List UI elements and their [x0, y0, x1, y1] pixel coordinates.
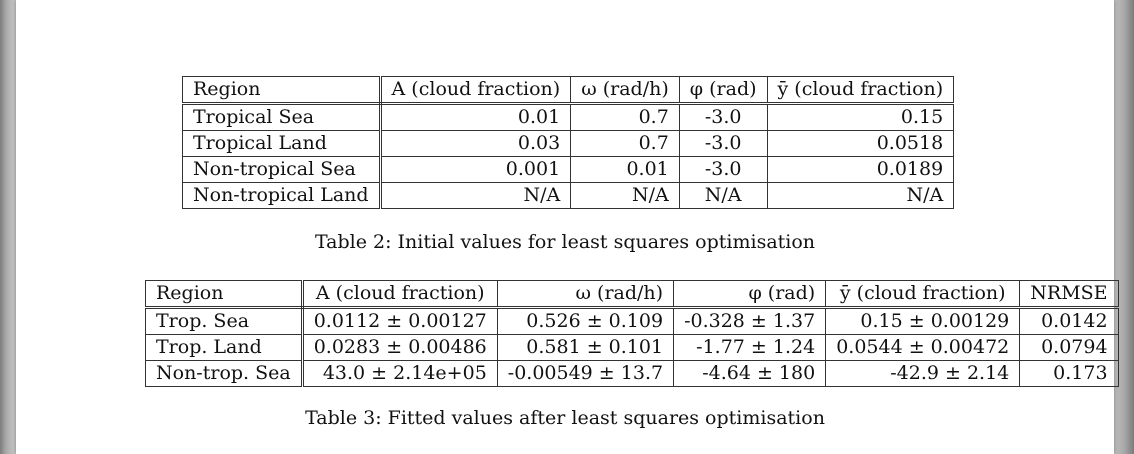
table-cell: -4.64 ± 180 [673, 360, 827, 387]
table-row: Non-trop. Sea 43.0 ± 2.14e+05 -0.00549 ±… [145, 360, 1119, 387]
column-header-mean: ȳ (cloud fraction) [825, 280, 1021, 309]
table-cell: 0.7 [570, 103, 680, 131]
column-header-nrmse: NRMSE [1019, 280, 1119, 309]
column-header-omega: ω (rad/h) [496, 280, 675, 309]
column-header-mean: ȳ (cloud fraction) [766, 76, 955, 105]
table-cell: -0.328 ± 1.37 [673, 307, 827, 335]
table-cell: 0.03 [379, 130, 572, 157]
table-cell: 0.15 [766, 103, 955, 131]
table-caption: Table 3: Fitted values after least squar… [305, 407, 825, 429]
column-header-phi: φ (rad) [673, 280, 827, 309]
table-cell: -3.0 [678, 156, 768, 183]
table-initial-values: Region A (cloud fraction) ω (rad/h) φ (r… [182, 76, 955, 209]
table-cell: 0.01 [379, 103, 572, 131]
table-cell: 0.0112 ± 0.00127 [301, 307, 498, 335]
table-cell: Tropical Sea [182, 103, 382, 131]
table-cell: Trop. Land [145, 334, 304, 361]
table-cell: 0.581 ± 0.101 [496, 334, 675, 361]
column-header-phi: φ (rad) [678, 76, 768, 105]
table-cell: -3.0 [678, 103, 768, 131]
document-page: Region A (cloud fraction) ω (rad/h) φ (r… [16, 0, 1119, 454]
table-cell: 0.0142 [1019, 307, 1119, 335]
table-fitted-values: Region A (cloud fraction) ω (rad/h) φ (r… [145, 280, 1119, 387]
table-row: Tropical Sea 0.01 0.7 -3.0 0.15 [182, 103, 955, 131]
column-header-omega: ω (rad/h) [570, 76, 680, 105]
table-cell: Trop. Sea [145, 307, 304, 335]
table-cell: -1.77 ± 1.24 [673, 334, 827, 361]
table-cell: N/A [766, 182, 955, 209]
table-cell: -0.00549 ± 13.7 [496, 360, 675, 387]
table-header-row: Region A (cloud fraction) ω (rad/h) φ (r… [182, 76, 955, 105]
table-row: Trop. Land 0.0283 ± 0.00486 0.581 ± 0.10… [145, 334, 1119, 361]
table-cell: -3.0 [678, 130, 768, 157]
table-row: Trop. Sea 0.0112 ± 0.00127 0.526 ± 0.109… [145, 307, 1119, 335]
table-row: Tropical Land 0.03 0.7 -3.0 0.0518 [182, 130, 955, 157]
table-cell: Tropical Land [182, 130, 382, 157]
table-cell: 0.7 [570, 130, 680, 157]
table-cell: 0.15 ± 0.00129 [825, 307, 1021, 335]
table-cell: N/A [379, 182, 572, 209]
table-cell: N/A [678, 182, 768, 209]
column-header-region: Region [182, 76, 382, 105]
table-cell: 0.173 [1019, 360, 1119, 387]
table-cell: 0.0794 [1019, 334, 1119, 361]
table-cell: -42.9 ± 2.14 [825, 360, 1021, 387]
table-cell: Non-tropical Sea [182, 156, 382, 183]
table-header-row: Region A (cloud fraction) ω (rad/h) φ (r… [145, 280, 1119, 309]
table-cell: 0.0518 [766, 130, 955, 157]
table-cell: Non-trop. Sea [145, 360, 304, 387]
table-cell: 0.0283 ± 0.00486 [301, 334, 498, 361]
table-cell: 0.0189 [766, 156, 955, 183]
table-cell: 0.526 ± 0.109 [496, 307, 675, 335]
column-header-amplitude: A (cloud fraction) [301, 280, 498, 309]
table-row: Non-tropical Sea 0.001 0.01 -3.0 0.0189 [182, 156, 955, 183]
table-cell: N/A [570, 182, 680, 209]
table-cell: 0.0544 ± 0.00472 [825, 334, 1021, 361]
column-header-region: Region [145, 280, 304, 309]
table-cell: 0.001 [379, 156, 572, 183]
column-header-amplitude: A (cloud fraction) [379, 76, 572, 105]
table-cell: Non-tropical Land [182, 182, 382, 209]
table-cell: 43.0 ± 2.14e+05 [301, 360, 498, 387]
table-row: Non-tropical Land N/A N/A N/A N/A [182, 182, 955, 209]
table-caption: Table 2: Initial values for least square… [314, 231, 816, 253]
table-cell: 0.01 [570, 156, 680, 183]
